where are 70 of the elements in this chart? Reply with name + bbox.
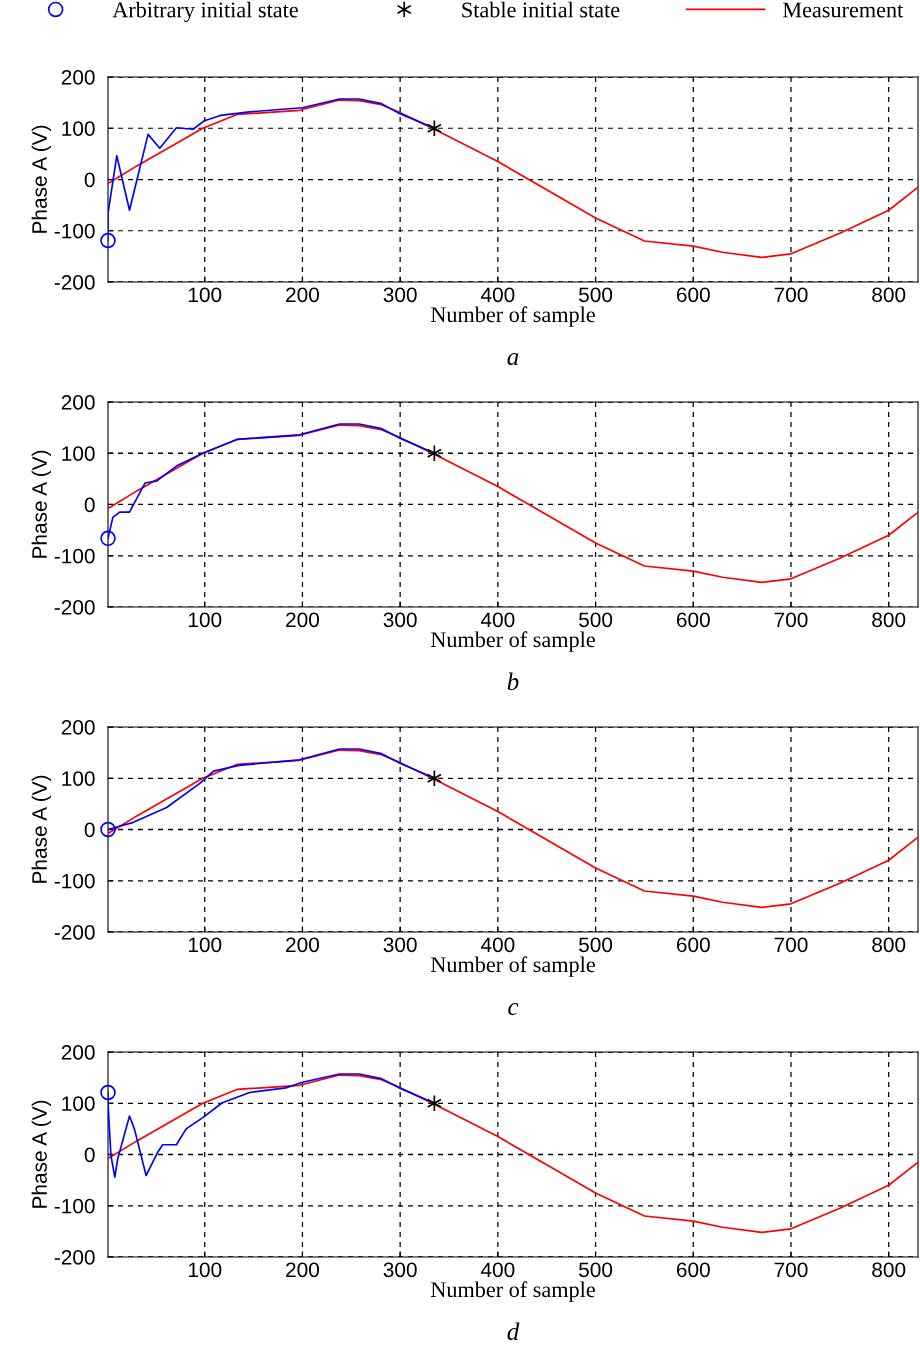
- y-tick-label: 0: [84, 497, 95, 513]
- x-tick-label: 200: [286, 287, 320, 303]
- x-tick-label: 100: [188, 937, 222, 953]
- y-tick-label: 0: [84, 172, 95, 188]
- text: a: [507, 353, 519, 366]
- x-axis-title: Number of sample: [430, 631, 595, 652]
- text: c: [508, 1003, 519, 1016]
- y-tick-label: 100: [62, 121, 95, 136]
- y-tick-label: 0: [84, 1147, 95, 1163]
- y-tick-label: -200: [54, 925, 95, 940]
- x-tick-label: 400: [480, 612, 515, 628]
- y-tick-label: -200: [54, 275, 95, 290]
- y-axis-title: Phase A (V): [31, 125, 52, 233]
- x-tick-label: 300: [383, 287, 417, 303]
- y-axis-title: Phase A (V): [31, 1100, 52, 1208]
- text: b: [507, 672, 519, 691]
- x-tick-label: 500: [579, 1262, 613, 1278]
- x-tick-label: 600: [676, 612, 710, 628]
- x-tick-label: 800: [872, 937, 906, 953]
- x-tick-label: 500: [579, 937, 613, 953]
- x-tick-label: 400: [480, 1262, 515, 1278]
- legend-label: Measurement: [782, 2, 904, 18]
- y-tick-label: 200: [61, 1045, 95, 1060]
- x-tick-label: 200: [286, 937, 320, 953]
- legend-label: Stable initial state: [462, 1, 620, 18]
- x-tick-label: 200: [286, 1262, 320, 1278]
- x-tick-label: 400: [480, 937, 515, 953]
- x-tick-label: 300: [383, 1262, 417, 1278]
- y-tick-label: 100: [62, 446, 95, 461]
- y-tick-label: -100: [54, 223, 95, 239]
- x-tick-label: 800: [872, 612, 906, 628]
- x-tick-label: 600: [676, 1262, 710, 1278]
- y-tick-label: 200: [61, 720, 95, 735]
- y-tick-label: -100: [54, 873, 95, 889]
- x-tick-label: 700: [774, 612, 808, 628]
- text: d: [507, 1322, 520, 1341]
- y-axis-title: Phase A (V): [31, 450, 52, 558]
- x-tick-label: 800: [872, 287, 906, 303]
- x-tick-label: 300: [383, 937, 417, 953]
- y-tick-label: -200: [54, 600, 95, 615]
- x-tick-label: 500: [579, 287, 613, 303]
- x-tick-label: 100: [188, 612, 222, 628]
- x-tick-label: 400: [480, 287, 515, 303]
- line-series: [108, 99, 918, 259]
- y-tick-label: 200: [61, 70, 95, 85]
- line-series: [108, 424, 918, 584]
- x-axis-title: Number of sample: [430, 1281, 595, 1302]
- y-tick-label: -200: [54, 1250, 95, 1265]
- y-tick-label: 200: [61, 395, 95, 410]
- x-tick-label: 800: [872, 1262, 906, 1278]
- x-tick-label: 600: [676, 287, 710, 303]
- y-tick-label: 0: [84, 822, 95, 838]
- x-tick-label: 700: [774, 1262, 808, 1278]
- y-tick-label: 100: [62, 771, 95, 786]
- x-tick-label: 200: [286, 612, 320, 628]
- x-tick-label: 100: [188, 287, 222, 303]
- y-tick-label: -100: [54, 548, 95, 564]
- y-tick-label: 100: [62, 1096, 95, 1111]
- y-axis-title: Phase A (V): [31, 775, 52, 883]
- x-tick-label: 700: [774, 287, 808, 303]
- line-series: [108, 1074, 918, 1234]
- x-axis-title: Number of sample: [430, 956, 595, 977]
- x-tick-label: 300: [383, 612, 417, 628]
- x-tick-label: 700: [774, 937, 808, 953]
- x-tick-label: 600: [676, 937, 710, 953]
- legend-label: Arbitrary initial state: [112, 1, 298, 22]
- x-axis-title: Number of sample: [430, 306, 595, 327]
- x-tick-label: 100: [188, 1262, 222, 1278]
- x-tick-label: 500: [579, 612, 613, 628]
- y-tick-label: -100: [54, 1198, 95, 1214]
